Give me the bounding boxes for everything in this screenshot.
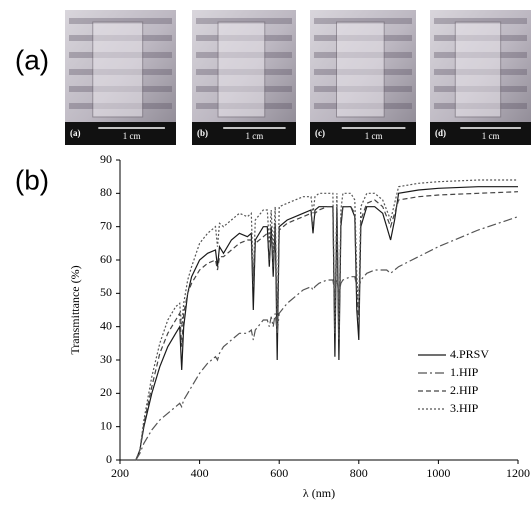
crystal bbox=[217, 21, 266, 118]
series-line bbox=[135, 186, 518, 461]
y-tick-label: 90 bbox=[100, 152, 112, 166]
y-tick-label: 80 bbox=[100, 185, 112, 199]
scale-label: 1 cm bbox=[365, 131, 383, 141]
y-axis-label: Transmittance (%) bbox=[68, 265, 82, 354]
x-tick-label: 200 bbox=[111, 466, 129, 480]
photo-text-row bbox=[314, 18, 412, 24]
legend-label: 3.HIP bbox=[450, 401, 479, 415]
y-tick-label: 50 bbox=[100, 285, 112, 299]
scale-label: 1 cm bbox=[123, 131, 141, 141]
crystal bbox=[336, 21, 385, 118]
x-tick-label: 1000 bbox=[426, 466, 450, 480]
x-tick-label: 600 bbox=[270, 466, 288, 480]
panel-label: (b) bbox=[15, 164, 49, 195]
photo-text-row bbox=[434, 18, 527, 24]
x-tick-label: 800 bbox=[350, 466, 368, 480]
photo-text-row bbox=[196, 18, 292, 24]
y-tick-label: 20 bbox=[100, 385, 112, 399]
x-tick-label: 400 bbox=[191, 466, 209, 480]
photo-label: (c) bbox=[315, 128, 325, 138]
y-tick-label: 60 bbox=[100, 252, 112, 266]
photo-caption-bar bbox=[65, 122, 176, 145]
series-line bbox=[135, 179, 518, 461]
y-tick-label: 70 bbox=[100, 218, 112, 232]
panel-label: (a) bbox=[15, 44, 49, 75]
y-tick-label: 10 bbox=[100, 418, 112, 432]
series-line bbox=[135, 191, 519, 461]
legend-label: 1.HIP bbox=[450, 365, 479, 379]
x-tick-label: 1200 bbox=[506, 466, 530, 480]
y-tick-label: 0 bbox=[106, 452, 112, 466]
legend-label: 2.HIP bbox=[450, 383, 479, 397]
y-tick-label: 30 bbox=[100, 352, 112, 366]
crystal bbox=[454, 21, 502, 118]
crystal bbox=[92, 21, 144, 118]
scale-label: 1 cm bbox=[482, 131, 500, 141]
photo-label: (b) bbox=[197, 128, 208, 138]
photo-label: (a) bbox=[70, 128, 81, 138]
y-tick-label: 40 bbox=[100, 318, 112, 332]
legend-label: 4.PRSV bbox=[450, 347, 489, 361]
scale-label: 1 cm bbox=[246, 131, 264, 141]
x-axis-label: λ (nm) bbox=[303, 486, 335, 500]
photo-label: (d) bbox=[435, 128, 446, 138]
photo-text-row bbox=[69, 18, 172, 24]
photo-caption-bar bbox=[310, 122, 416, 145]
series-line bbox=[135, 216, 519, 461]
